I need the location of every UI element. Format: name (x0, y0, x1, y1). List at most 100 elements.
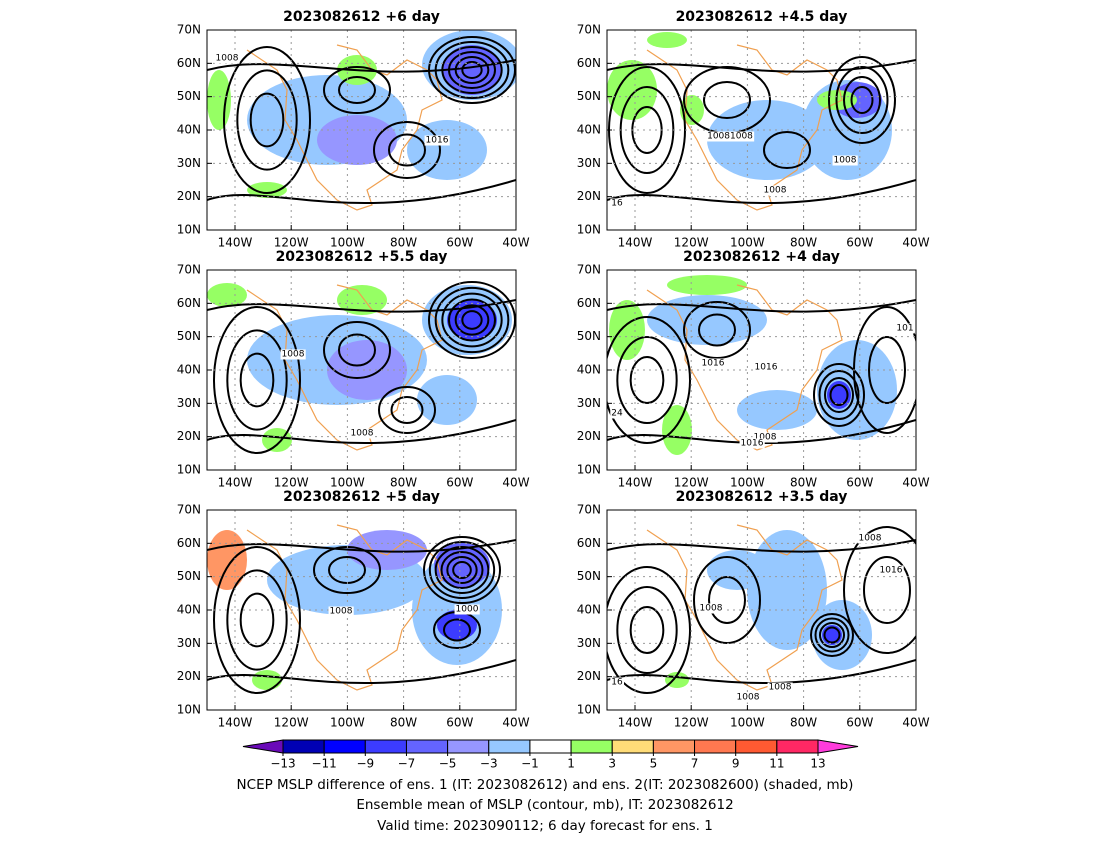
shading (337, 285, 387, 315)
contour-label-bg (698, 603, 724, 614)
colorbar-box (488, 739, 531, 754)
contour-label-bg (349, 428, 375, 439)
colorbar-label: −1 (521, 757, 539, 771)
contour-label-bg (735, 692, 761, 703)
lon-tick-label: 120W (674, 236, 709, 250)
shading (607, 60, 657, 120)
lat-tick-label: 70N (577, 23, 601, 37)
lat-tick-label: 10N (577, 463, 601, 477)
contour (824, 377, 854, 413)
lon-tick-label: 60W (846, 236, 873, 250)
lon-tick-label: 120W (274, 476, 309, 490)
contour (835, 66, 889, 134)
lat-tick-label: 40N (177, 603, 201, 617)
lon-tick-label: 40W (502, 716, 529, 730)
contour (213, 546, 301, 694)
contour-label: 1008 (737, 693, 760, 703)
lat-tick-label: 10N (177, 463, 201, 477)
lat-tick-label: 50N (177, 329, 201, 343)
lat-tick-label: 50N (177, 89, 201, 103)
panel-title: 2023082612 +5.5 day (276, 249, 448, 265)
contour (810, 613, 854, 657)
contour-label: 1008 (282, 350, 305, 360)
colorbar-label: −11 (311, 757, 336, 771)
contour (698, 313, 736, 347)
contour-label-bg (700, 358, 726, 369)
contour (454, 304, 490, 336)
colorbar-label: −5 (439, 757, 457, 771)
contour (338, 333, 376, 367)
contour (226, 569, 288, 671)
contour (423, 536, 501, 604)
caption-line: Valid time: 2023090112; 6 day forecast f… (377, 818, 713, 834)
lon-tick-label: 140W (618, 476, 653, 490)
shading (737, 390, 817, 430)
contour (607, 566, 691, 694)
panel-title: 2023082612 +4.5 day (676, 9, 848, 25)
lon-tick-label: 140W (218, 716, 253, 730)
contour-label: 1016 (426, 136, 449, 146)
contour (607, 179, 916, 205)
contour (226, 329, 288, 431)
contour-label-bg (454, 604, 480, 615)
contour-label-bg (706, 131, 755, 142)
contour (213, 306, 301, 454)
contour-label: 16 (611, 199, 623, 209)
contour (607, 539, 916, 553)
contour (323, 66, 391, 114)
panel-title: 2023082612 +5 day (283, 489, 440, 505)
lat-tick-label: 20N (177, 189, 201, 203)
shading (662, 405, 692, 455)
contour (236, 69, 298, 171)
coastline (246, 44, 443, 211)
contour (440, 551, 484, 589)
panel-title: 2023082612 +4 day (683, 249, 840, 265)
lat-tick-label: 60N (177, 536, 201, 550)
contour-label: 1016 (741, 439, 764, 449)
lon-tick-label: 60W (846, 476, 873, 490)
lat-tick-label: 60N (577, 296, 601, 310)
contour (819, 622, 845, 648)
contour-label: 1008 (764, 186, 787, 196)
shading (667, 275, 747, 295)
contour (323, 321, 391, 379)
lon-tick-label: 100W (730, 716, 765, 730)
lon-tick-label: 60W (446, 476, 473, 490)
contour (607, 659, 916, 685)
lat-tick-label: 30N (177, 156, 201, 170)
lon-tick-label: 40W (502, 476, 529, 490)
colorbar-label: 5 (650, 757, 658, 771)
shading (707, 550, 767, 590)
contour (461, 61, 483, 79)
lon-tick-label: 100W (330, 716, 365, 730)
colorbar-label: −7 (398, 757, 416, 771)
contour-label: 1016 (880, 566, 903, 576)
map-area: 1008 1000 (207, 510, 516, 710)
lat-tick-label: 20N (577, 189, 601, 203)
colorbar-box (735, 739, 778, 754)
coastline (246, 284, 443, 451)
colorbar-box (652, 739, 696, 754)
colorbar-label: 3 (608, 757, 616, 771)
lat-tick-label: 30N (177, 396, 201, 410)
contour (683, 301, 751, 359)
contour (828, 56, 896, 144)
contour (338, 76, 376, 104)
contour (434, 286, 510, 354)
contour (616, 586, 678, 674)
lat-tick-label: 40N (577, 603, 601, 617)
lon-tick-label: 100W (730, 236, 765, 250)
contour-label: 1008 (859, 534, 882, 544)
shading (609, 300, 645, 360)
shading (252, 670, 282, 690)
contour (446, 556, 478, 584)
lat-tick-label: 30N (177, 636, 201, 650)
colorbar-box (447, 739, 490, 754)
lat-tick-label: 70N (177, 503, 201, 517)
lon-tick-label: 120W (274, 716, 309, 730)
colorbar-box (570, 739, 613, 754)
contour-label: 16 (611, 678, 623, 688)
contour-label: 1008 (834, 156, 857, 166)
